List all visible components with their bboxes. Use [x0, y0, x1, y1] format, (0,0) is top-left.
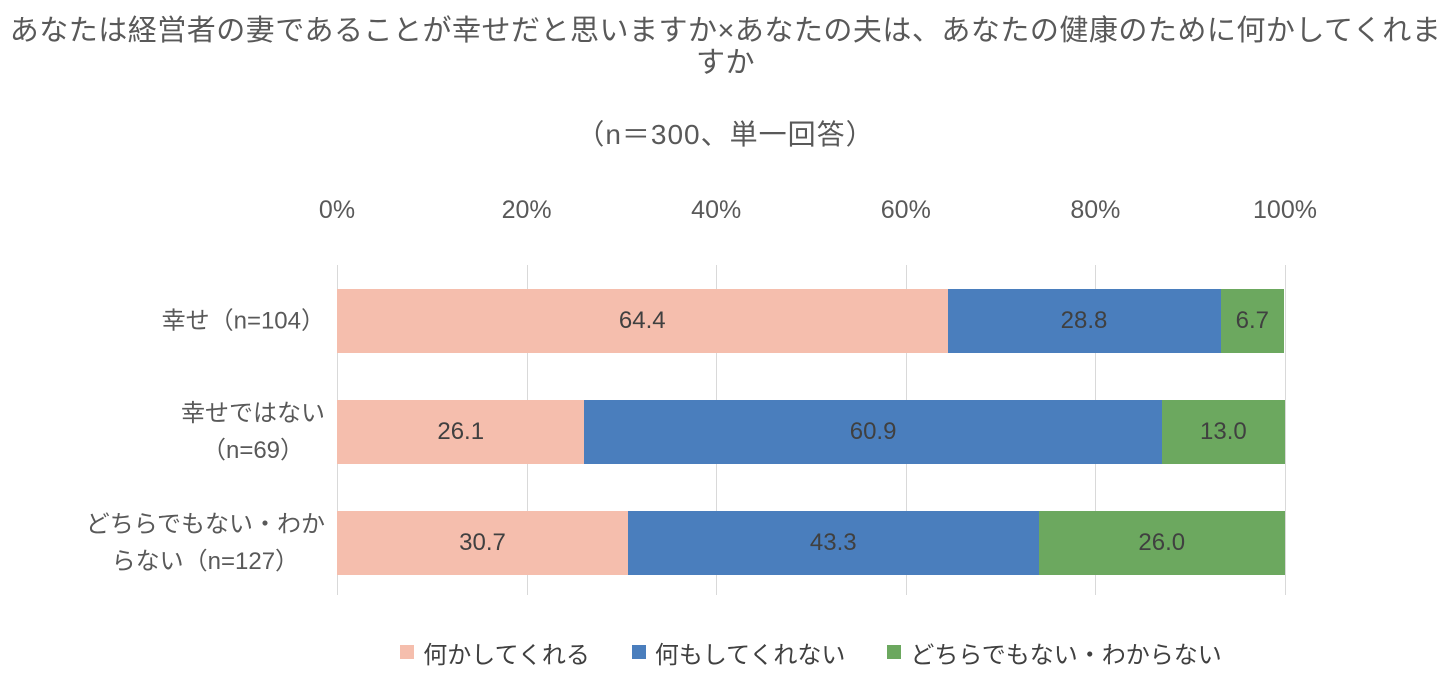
legend-label: どちらでもない・わからない	[910, 641, 1222, 669]
chart-subtitle: （n＝300、単一回答）	[576, 118, 875, 150]
legend: 何かしてくれる 何もしてくれない どちらでもない・わからない	[337, 634, 1285, 670]
x-axis-label-100: 100%	[1253, 196, 1317, 224]
chart-title-block: あなたは経営者の妻であることが幸せだと思いますか×あなたの夫は、あなたの健康のた…	[0, 15, 1451, 153]
legend-label: 何かしてくれる	[423, 641, 590, 669]
legend-item-1: 何もしてくれない	[631, 635, 846, 670]
value-label: 64.4	[618, 307, 666, 334]
bar-row-2: 30.7 43.3 26.0	[337, 511, 1285, 575]
value-label: 43.3	[809, 529, 857, 556]
value-label: 60.9	[849, 418, 897, 445]
value-label: 28.8	[1060, 307, 1108, 334]
value-label: 26.1	[437, 418, 485, 445]
bar-segment-row1-series2: 13.0	[1161, 400, 1285, 464]
x-axis-label-80: 80%	[1070, 196, 1121, 224]
bar-segment-row2-series2: 26.0	[1038, 511, 1285, 575]
bar-segment-row0-series0: 64.4	[337, 289, 948, 353]
category-label-2: どちらでもない・わか らない（n=127）	[85, 510, 325, 575]
category-label-0: 幸せ（n=104）	[161, 307, 325, 335]
bar-segment-row2-series1: 43.3	[628, 511, 1039, 575]
legend-item-2: どちらでもない・わからない	[887, 635, 1222, 670]
bar-segment-row1-series1: 60.9	[584, 400, 1162, 464]
category-label-1: 幸せではない （n=69）	[181, 399, 325, 464]
value-label: 30.7	[459, 529, 506, 556]
legend-label: 何もしてくれない	[654, 641, 846, 669]
legend-swatch-icon	[887, 645, 902, 659]
legend-swatch-icon	[631, 645, 646, 659]
plot-area: 64.4 28.8 6.7 26.1 60.9 13.0 30.7 43.3 26.0	[337, 265, 1286, 595]
gridline-100	[1285, 265, 1286, 595]
x-axis-label-40: 40%	[691, 196, 742, 224]
x-axis-label-20: 20%	[501, 196, 552, 224]
value-label: 6.7	[1235, 307, 1269, 334]
bar-segment-row0-series2: 6.7	[1220, 289, 1285, 353]
x-axis-label-0: 0%	[318, 196, 356, 224]
bar-segment-row2-series0: 30.7	[337, 511, 629, 575]
legend-swatch-icon	[400, 645, 415, 659]
value-label: 13.0	[1200, 418, 1247, 445]
bar-row-1: 26.1 60.9 13.0	[337, 400, 1285, 464]
bar-row-0: 64.4 28.8 6.7	[337, 289, 1285, 353]
bar-segment-row1-series0: 26.1	[337, 400, 585, 464]
x-axis-label-60: 60%	[880, 196, 931, 224]
bar-segment-row0-series1: 28.8	[947, 289, 1221, 353]
legend-item-0: 何かしてくれる	[400, 635, 590, 670]
value-label: 26.0	[1138, 529, 1186, 556]
chart-title: あなたは経営者の妻であることが幸せだと思いますか×あなたの夫は、あなたの健康のた…	[9, 15, 1442, 79]
